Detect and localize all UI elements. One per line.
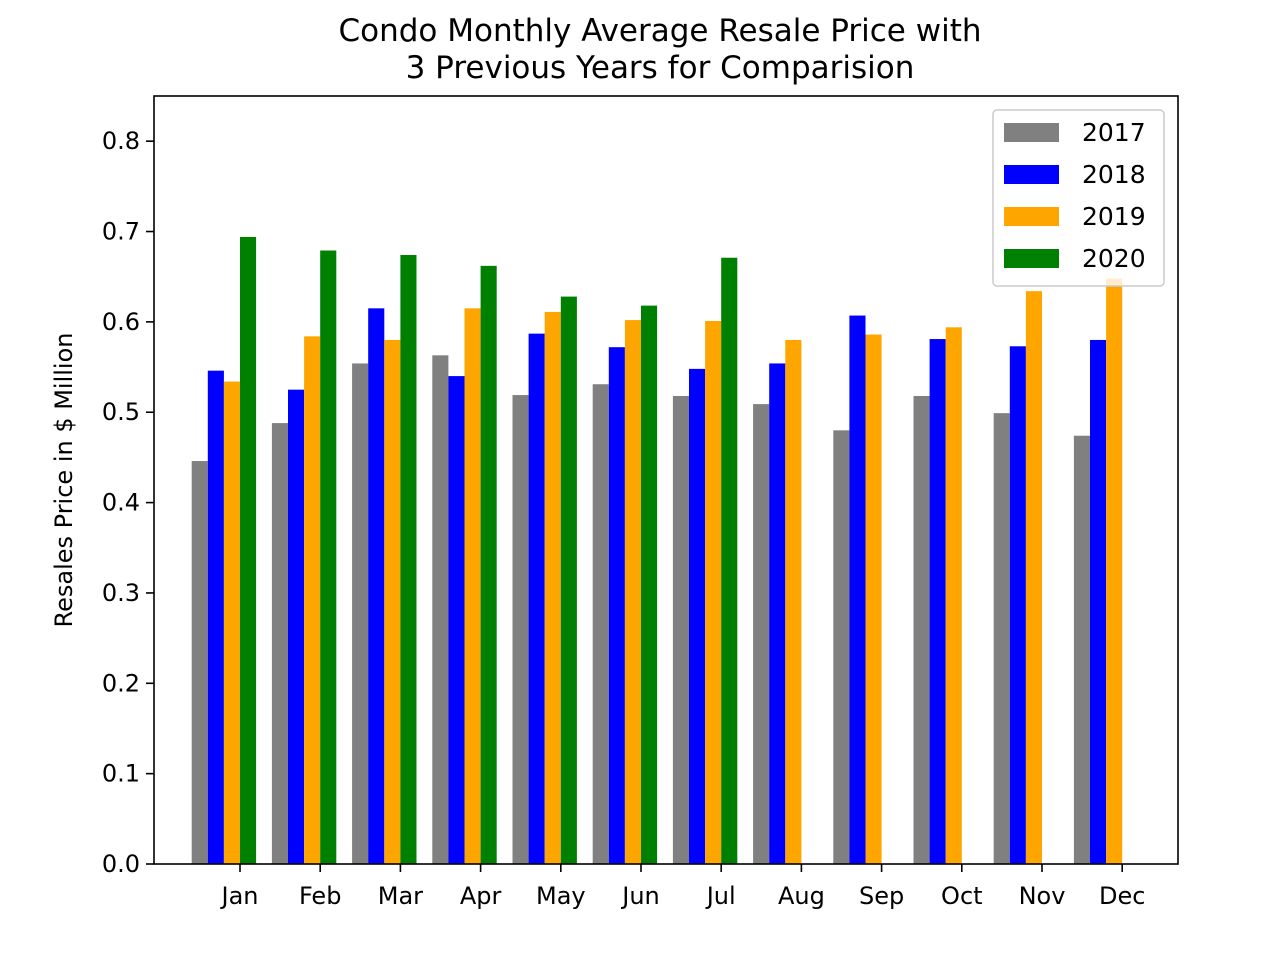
legend-label-2020: 2020 — [1082, 244, 1146, 273]
x-axis-ticks: Jan Feb Mar Apr May Jun Jul Aug Sep Oct Nov Dec — [220, 864, 1145, 910]
legend-swatch-2018 — [1004, 165, 1059, 184]
x-tick-label-aug: Aug — [778, 882, 825, 910]
bar-2018-mar — [368, 308, 385, 865]
bar-2019-apr — [464, 308, 481, 865]
legend-label-2019: 2019 — [1082, 202, 1146, 231]
bar-2017-aug — [753, 404, 770, 864]
chart-title-line-2: 3 Previous Years for Comparision — [406, 50, 915, 86]
bar-2019-jan — [223, 381, 240, 864]
legend-label-2018: 2018 — [1082, 160, 1146, 189]
bar-2017-oct — [913, 395, 930, 864]
bar-2017-jun — [592, 384, 609, 864]
y-tick-label: 0.0 — [102, 850, 140, 878]
bar-2019-jul — [705, 320, 722, 865]
x-tick-label-dec: Dec — [1099, 882, 1145, 910]
bar-2017-dec — [1073, 435, 1090, 864]
bar-2019-oct — [945, 327, 962, 864]
bar-2018-jul — [689, 368, 706, 864]
bar-2020-jul — [721, 257, 738, 865]
bar-2019-sep — [865, 334, 882, 864]
y-tick-label: 0.7 — [102, 218, 140, 246]
legend-label-2017: 2017 — [1082, 118, 1146, 147]
bar-2017-jul — [672, 395, 689, 864]
y-tick-label: 0.5 — [102, 398, 140, 426]
bar-2018-oct — [929, 339, 946, 864]
x-tick-label-jan: Jan — [220, 882, 259, 910]
bar-2020-apr — [480, 265, 497, 864]
bar-2018-apr — [448, 376, 465, 864]
bar-2017-mar — [352, 363, 369, 864]
bar-2018-feb — [288, 389, 305, 864]
y-tick-label: 0.8 — [102, 127, 140, 155]
bar-2017-may — [512, 395, 529, 864]
x-tick-label-nov: Nov — [1019, 882, 1066, 910]
y-axis-label: Resales Price in $ Million — [50, 333, 78, 628]
legend-swatch-2020 — [1004, 249, 1059, 268]
bar-2018-nov — [1009, 346, 1026, 864]
y-tick-label: 0.2 — [102, 669, 140, 697]
chart-title-line-1: Condo Monthly Average Resale Price with — [338, 13, 981, 49]
y-tick-label: 0.3 — [102, 579, 140, 607]
bar-2017-nov — [993, 413, 1010, 864]
bar-2017-apr — [432, 355, 449, 864]
plot-frame — [153, 95, 1179, 865]
bar-2019-feb — [304, 336, 321, 865]
y-tick-label: 0.6 — [102, 308, 140, 336]
legend: 2017 2018 2019 2020 — [992, 109, 1165, 287]
bar-2018-dec — [1090, 339, 1107, 864]
bar-2017-sep — [833, 430, 850, 864]
bar-2017-jan — [191, 461, 208, 864]
bar-2018-jun — [608, 347, 625, 864]
bar-2019-mar — [384, 339, 401, 864]
bar-2019-dec — [1106, 278, 1123, 864]
bar-2019-aug — [785, 339, 802, 864]
bar-2020-may — [560, 296, 577, 865]
bar-2018-sep — [849, 315, 866, 864]
bars-group — [191, 236, 1123, 865]
bar-2020-feb — [320, 250, 337, 864]
x-tick-label-oct: Oct — [941, 882, 983, 910]
y-tick-label: 0.4 — [102, 489, 140, 517]
bar-2019-jun — [624, 320, 641, 865]
x-tick-label-jul: Jul — [705, 882, 736, 910]
y-tick-label: 0.1 — [102, 760, 140, 788]
bar-2017-feb — [271, 423, 288, 864]
bar-2019-nov — [1025, 291, 1042, 864]
bar-2020-jan — [240, 236, 257, 864]
bar-2018-may — [528, 333, 545, 864]
y-axis-ticks: 0.0 0.1 0.2 0.3 0.4 0.5 0.6 0.7 0.8 — [102, 127, 154, 878]
x-tick-label-may: May — [536, 882, 586, 910]
legend-frame — [992, 109, 1165, 287]
bar-2020-jun — [641, 305, 658, 864]
x-tick-label-mar: Mar — [378, 882, 423, 910]
x-tick-label-apr: Apr — [460, 882, 502, 910]
legend-swatch-2019 — [1004, 207, 1059, 226]
legend-swatch-2017 — [1004, 123, 1059, 142]
bar-2018-jan — [207, 370, 224, 864]
x-tick-label-sep: Sep — [859, 882, 904, 910]
x-tick-label-feb: Feb — [299, 882, 342, 910]
bar-2018-aug — [769, 363, 786, 864]
x-tick-label-jun: Jun — [620, 882, 660, 910]
bar-2020-mar — [400, 255, 417, 864]
bar-2019-may — [544, 311, 561, 864]
